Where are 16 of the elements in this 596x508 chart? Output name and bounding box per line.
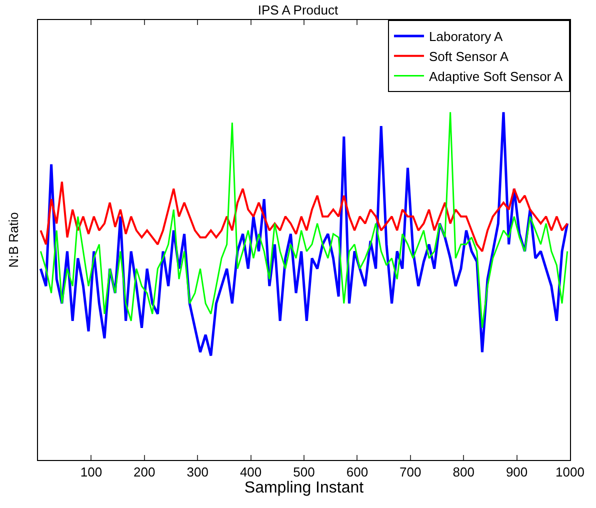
chart-title: IPS A Product — [258, 2, 338, 18]
x-tick-label: 300 — [186, 464, 208, 480]
x-axis-title: Sampling Instant — [244, 480, 364, 497]
x-tick-label: 700 — [400, 464, 422, 480]
x-tick-label: 900 — [506, 464, 528, 480]
x-tick-label: 100 — [80, 464, 102, 480]
x-tick-label: 600 — [346, 464, 368, 480]
x-tick-label: 200 — [134, 464, 156, 480]
y-axis-title: N:B Ratio — [6, 212, 21, 268]
legend-label: Soft Sensor A — [429, 48, 509, 64]
legend-label: Laboratory A — [429, 29, 504, 44]
x-tick-label: 1000 — [556, 464, 584, 480]
legend-label: Adaptive Soft Sensor A — [429, 68, 564, 84]
x-tick-label: 800 — [452, 464, 474, 480]
x-tick-label: 400 — [240, 464, 262, 480]
x-tick-label: 500 — [293, 464, 315, 480]
